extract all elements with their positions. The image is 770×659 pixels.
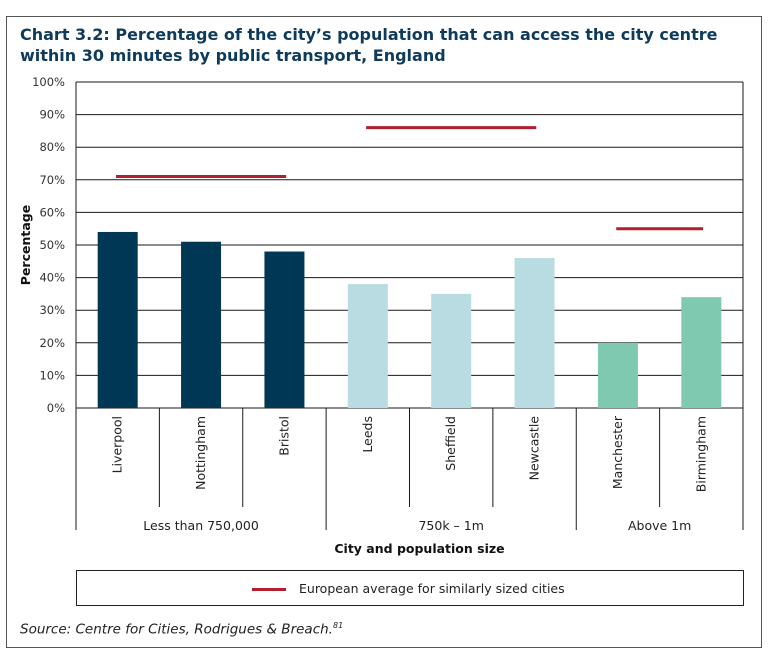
bar-leeds [347, 284, 388, 408]
y-tick-label: 20% [39, 336, 65, 350]
y-tick-label: 40% [39, 271, 65, 285]
bar-nottingham [181, 241, 222, 408]
y-tick-label: 50% [39, 238, 65, 252]
group-label: Above 1m [628, 518, 691, 533]
bar-birmingham [681, 297, 722, 408]
y-tick-label: 10% [39, 368, 65, 382]
source-footnote: 81 [332, 621, 344, 630]
bar-newcastle [514, 258, 555, 408]
y-tick-label: 90% [39, 108, 65, 122]
legend-label: European average for similarly sized cit… [299, 581, 565, 596]
y-tick-label: 30% [39, 303, 65, 317]
y-tick-label: 80% [39, 140, 65, 154]
legend: European average for similarly sized cit… [76, 570, 744, 606]
group-label: Less than 750,000 [143, 518, 259, 533]
group-label: 750k – 1m [418, 518, 483, 533]
bar-chart: 0% 10% 20% 30% 40% 50% 60% 70% 80% 90% 100% Percent… [18, 75, 744, 556]
x-tick-label: Newcastle [527, 416, 542, 481]
x-tick-label: Liverpool [110, 416, 125, 473]
x-tick-label: Leeds [360, 416, 375, 453]
x-tick-label: Nottingham [193, 416, 208, 490]
bar-manchester [597, 342, 638, 408]
bar-bristol [264, 251, 305, 408]
x-tick-label: Birmingham [693, 416, 708, 492]
source-note: Source: Centre for Cities, Rodrigues & B… [20, 621, 343, 638]
bar-liverpool [97, 231, 138, 408]
legend-european-average-line [252, 588, 286, 591]
x-tick-label: Sheffield [443, 416, 458, 471]
y-tick-label: 100% [32, 75, 65, 89]
y-tick-label: 60% [39, 205, 65, 219]
chart-frame [6, 16, 762, 648]
y-axis-title: Percentage [18, 205, 33, 285]
y-tick-label: 0% [47, 401, 65, 415]
source-text: Source: Centre for Cities, Rodrigues & B… [20, 621, 333, 638]
bar-sheffield [431, 293, 472, 408]
chart-title: Chart 3.2: Percentage of the city’s popu… [20, 25, 718, 65]
x-tick-label: Bristol [276, 416, 291, 456]
y-tick-label: 70% [39, 173, 65, 187]
x-tick-label: Manchester [610, 415, 625, 489]
x-axis-title: City and population size [334, 541, 504, 556]
